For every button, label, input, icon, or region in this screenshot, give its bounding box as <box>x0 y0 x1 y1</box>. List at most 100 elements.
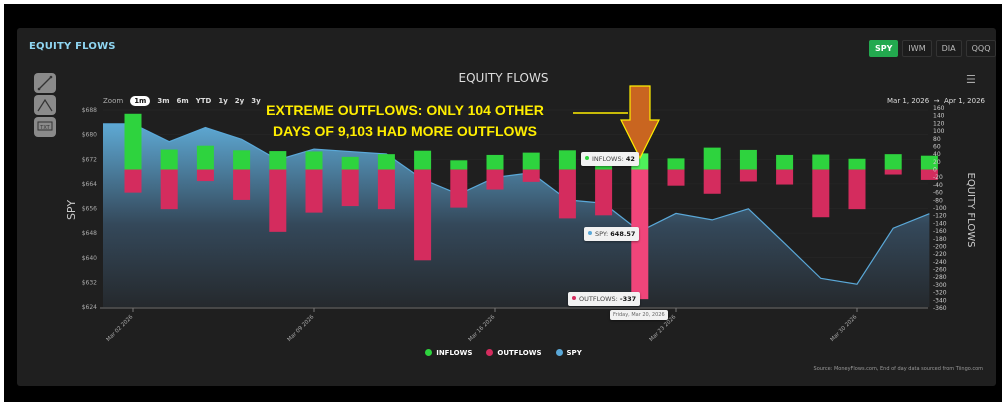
spy-area <box>103 123 930 307</box>
hamburger-menu-icon[interactable]: ☰ <box>966 73 976 86</box>
outflow-bar <box>558 169 576 219</box>
text-tool-icon[interactable]: TXT <box>34 117 56 137</box>
outflow-bar <box>667 169 685 186</box>
tooltip-outflows-label: OUTFLOWS: <box>579 295 618 303</box>
inflow-bar <box>920 155 938 170</box>
y-left-tick-label: $648 <box>82 230 97 237</box>
y-right-tick-label: -260 <box>933 267 947 274</box>
y-left-tick-label: $672 <box>82 156 97 163</box>
inflow-bar <box>269 151 287 170</box>
down-arrow-icon <box>620 85 660 160</box>
y-right-tick-label: 60 <box>933 143 941 150</box>
y-right-tick-label: -220 <box>933 251 947 258</box>
inflow-bar <box>414 150 432 170</box>
range-arrow: → <box>933 97 940 105</box>
zoom-label: Zoom <box>103 97 124 105</box>
outflow-bar <box>595 169 613 216</box>
outflows-dot-icon <box>572 296 576 300</box>
x-tick-label: Mar 30 2026 <box>830 314 859 343</box>
zoom-ytd-button[interactable]: YTD <box>195 97 212 105</box>
y-right-tick-label: -80 <box>933 197 943 204</box>
tooltip-outflows-value: -337 <box>619 295 637 303</box>
y-left-tick-label: $656 <box>82 206 97 213</box>
outflow-bar <box>848 169 866 210</box>
tooltip-spy-label: SPY: <box>595 230 609 238</box>
ticker-iwm-button[interactable]: IWM <box>902 40 932 57</box>
y-left-tick-label: $680 <box>82 132 97 139</box>
panel-title: EQUITY FLOWS <box>29 41 116 52</box>
y-right-tick-label: -180 <box>933 236 947 243</box>
range-from[interactable]: Mar 1, 2026 <box>887 97 930 105</box>
ticker-qqq-button[interactable]: QQQ <box>965 40 997 57</box>
ticker-dia-button[interactable]: DIA <box>935 40 962 57</box>
spy-line <box>103 123 930 285</box>
legend-outflows-label: OUTFLOWS <box>497 349 542 357</box>
zoom-1m-button[interactable]: 1m <box>130 96 151 106</box>
inflow-bar <box>124 113 142 170</box>
tooltip-inflows-label: INFLOWS: <box>592 155 624 163</box>
y-right-tick-label: 0 <box>933 167 937 174</box>
y-left-axis-title: SPY <box>65 200 78 220</box>
legend-item-inflows[interactable]: INFLOWS <box>425 349 472 357</box>
tooltip-inflows-value: 42 <box>625 155 635 163</box>
zoom-3y-button[interactable]: 3y <box>251 97 261 105</box>
outflow-bar <box>377 169 395 210</box>
y-right-tick-label: 120 <box>933 120 945 127</box>
outflow-bar <box>703 169 721 194</box>
inflow-bar <box>486 154 504 170</box>
zoom-2y-button[interactable]: 2y <box>234 97 245 105</box>
outflow-bar <box>196 169 214 182</box>
inflow-bar <box>305 151 323 170</box>
zoom-6m-button[interactable]: 6m <box>176 97 189 105</box>
outflow-bar <box>920 169 938 180</box>
inflow-bar <box>450 160 468 170</box>
outflow-bar <box>341 169 359 207</box>
inflow-bar <box>739 149 757 170</box>
y-right-tick-label: -360 <box>933 305 947 312</box>
text-tool-label: TXT <box>39 125 50 131</box>
inflow-bar <box>377 154 395 170</box>
outflow-bar <box>739 169 757 182</box>
tooltip-inflows: INFLOWS: 42 <box>581 152 639 166</box>
spy-legend-icon <box>555 349 563 356</box>
outflow-bar <box>450 169 468 208</box>
inflow-bar <box>667 158 685 170</box>
annotation-text: EXTREME OUTFLOWS: ONLY 104 OTHER DAYS OF… <box>240 100 570 142</box>
inflow-bar <box>196 145 214 170</box>
outflow-bar <box>269 169 287 232</box>
zoom-3m-button[interactable]: 3m <box>157 97 170 105</box>
x-tick-label: Mar 09 2026 <box>287 314 316 343</box>
inflow-bar <box>703 147 721 170</box>
x-tick-label: Mar 16 2026 <box>468 314 497 343</box>
y-right-tick-label: 80 <box>933 136 941 143</box>
y-right-tick-label: -340 <box>933 297 947 304</box>
spy-dot-icon <box>588 231 592 235</box>
outflow-bar <box>124 169 142 193</box>
y-left-tick-label: $688 <box>82 107 97 114</box>
y-right-tick-label: -100 <box>933 205 947 212</box>
legend-item-spy[interactable]: SPY <box>555 349 582 357</box>
tooltip-outflows: OUTFLOWS: -337 <box>568 292 641 306</box>
inflow-bar <box>558 150 576 170</box>
inflows-dot-icon <box>585 156 589 160</box>
y-left-tick-label: $624 <box>82 304 97 311</box>
line-tool-icon[interactable] <box>34 73 56 93</box>
inflow-bar <box>884 154 902 170</box>
legend-inflows-label: INFLOWS <box>436 349 473 357</box>
outflow-bar <box>414 169 432 261</box>
path-tool-icon[interactable] <box>34 95 56 115</box>
legend-spy-label: SPY <box>566 349 582 357</box>
zoom-1y-button[interactable]: 1y <box>218 97 228 105</box>
annotation-line-2: DAYS OF 9,103 HAD MORE OUTFLOWS <box>273 123 537 139</box>
y-right-tick-label: -300 <box>933 282 947 289</box>
range-to[interactable]: Apr 1, 2026 <box>943 97 985 105</box>
y-right-axis-title: EQUITY FLOWS <box>965 173 976 248</box>
outflow-bar <box>522 169 540 182</box>
legend-item-outflows[interactable]: OUTFLOWS <box>486 349 542 357</box>
y-left-tick-label: $640 <box>82 255 97 262</box>
annotation-line-1: EXTREME OUTFLOWS: ONLY 104 OTHER <box>266 102 544 118</box>
ticker-spy-button[interactable]: SPY <box>869 40 899 57</box>
date-range: Mar 1, 2026 → Apr 1, 2026 <box>887 97 985 105</box>
y-right-tick-label: -200 <box>933 243 947 250</box>
y-right-tick-label: 20 <box>933 159 941 166</box>
